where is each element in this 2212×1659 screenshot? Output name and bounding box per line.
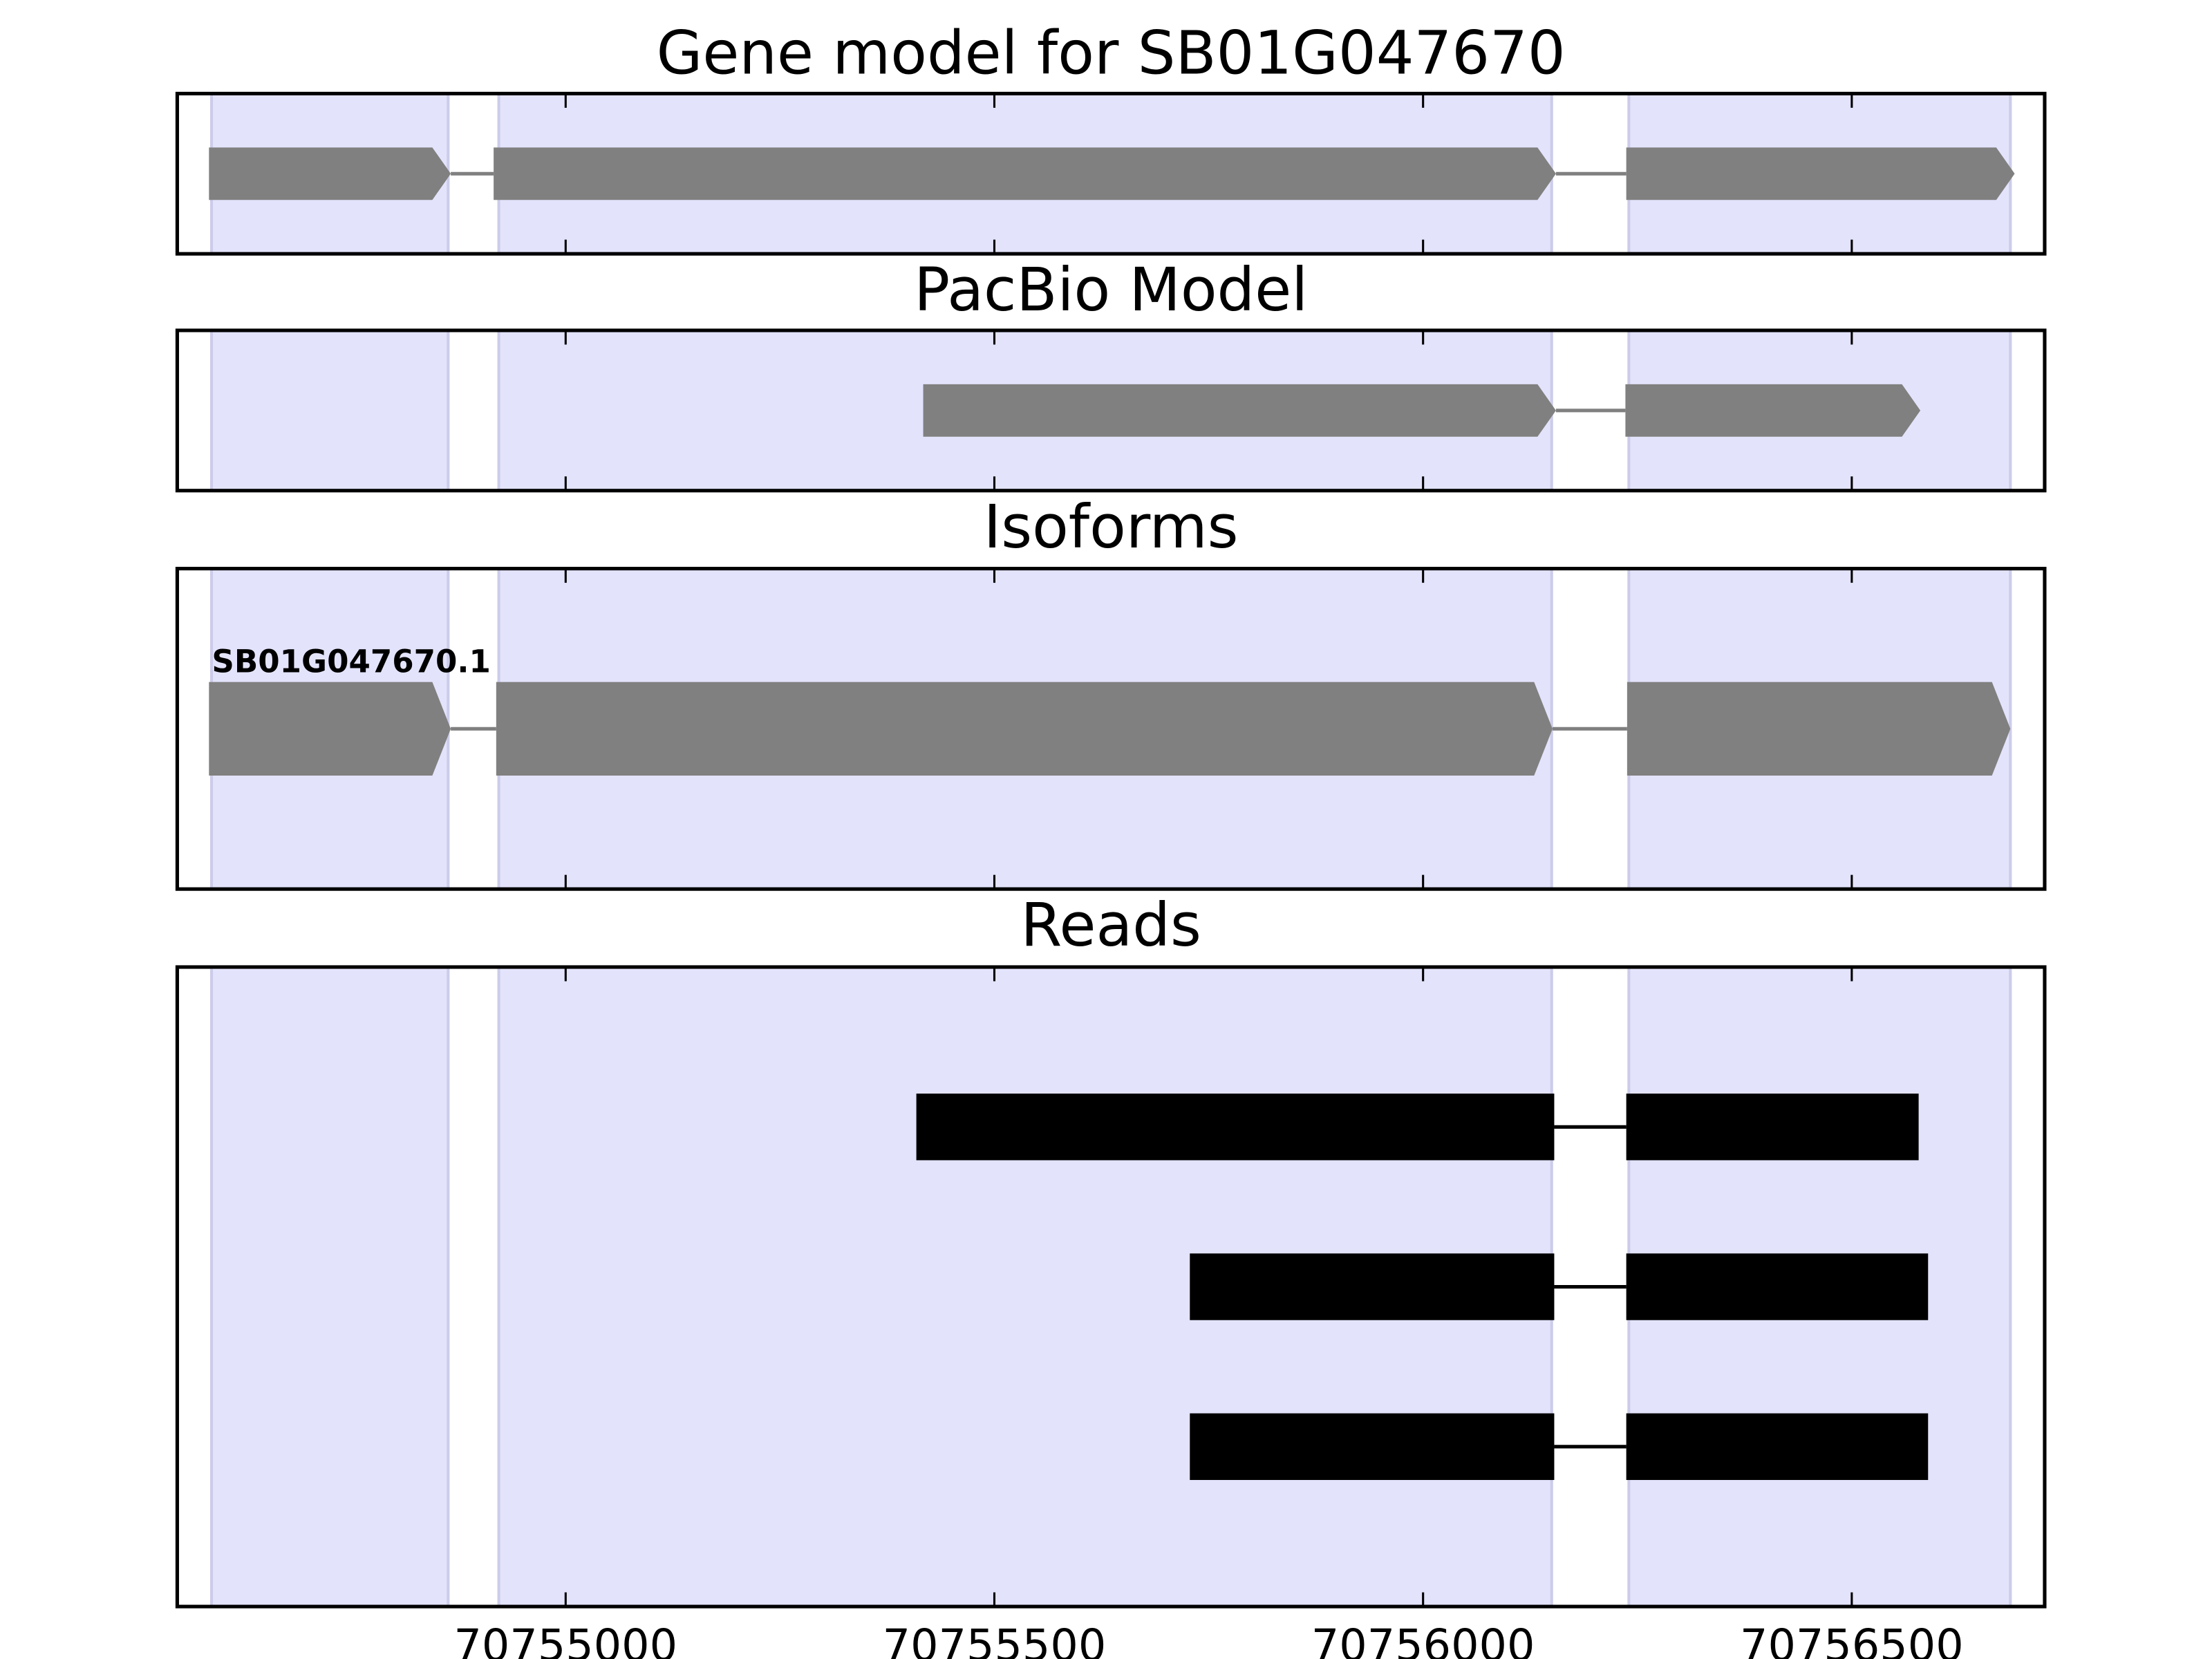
x-tick-label: 70755000 bbox=[453, 1620, 677, 1659]
read-block bbox=[1190, 1413, 1555, 1481]
x-tick-label: 70756000 bbox=[1311, 1620, 1535, 1659]
panel-title: Isoforms bbox=[984, 493, 1239, 562]
read-block bbox=[1626, 1413, 1929, 1481]
exon bbox=[209, 682, 451, 776]
x-tick-label: 70756500 bbox=[1740, 1620, 1964, 1659]
panel-frame bbox=[175, 567, 2047, 891]
exon bbox=[494, 147, 1556, 200]
exon bbox=[1626, 147, 2015, 200]
read-block bbox=[916, 1094, 1555, 1161]
read-block bbox=[1626, 1094, 1919, 1161]
panel-title: PacBio Model bbox=[914, 256, 1308, 325]
panel-title: Reads bbox=[1021, 891, 1201, 960]
panel-title: Gene model for SB01G047670 bbox=[657, 19, 1566, 88]
exon-region bbox=[209, 328, 450, 492]
exon bbox=[1627, 682, 2011, 776]
isoform-label: SB01G047670.1 bbox=[212, 643, 491, 679]
panel-frame bbox=[175, 91, 2047, 256]
exon bbox=[1625, 384, 1921, 437]
exon bbox=[923, 384, 1556, 437]
panel-frame bbox=[175, 328, 2047, 493]
x-tick-label: 70755500 bbox=[883, 1620, 1107, 1659]
read-block bbox=[1190, 1253, 1555, 1320]
exon bbox=[209, 147, 451, 200]
panel-frame bbox=[175, 965, 2047, 1609]
exon bbox=[496, 682, 1553, 776]
read-block bbox=[1626, 1253, 1929, 1320]
exon-region bbox=[209, 965, 450, 1609]
